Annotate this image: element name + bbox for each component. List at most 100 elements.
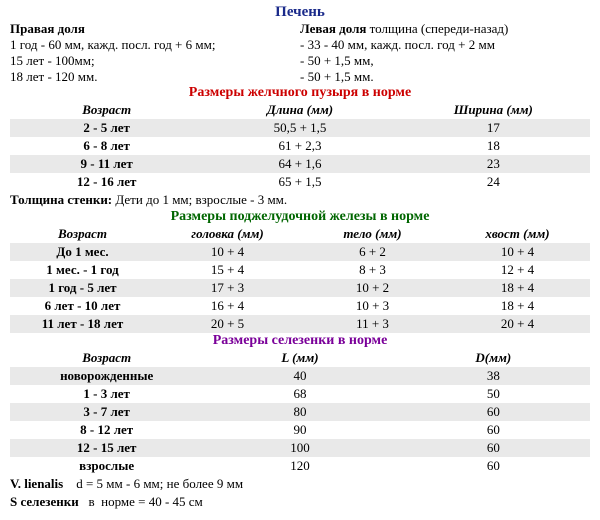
spleen-vein-note: V. lienalis d = 5 мм - 6 мм; не более 9 … bbox=[10, 475, 590, 493]
col-header: D(мм) bbox=[397, 349, 590, 367]
liver-left-header-bold: Левая доля bbox=[300, 21, 366, 36]
cell: 60 bbox=[397, 457, 590, 475]
liver-right-line: 15 лет - 100мм; bbox=[10, 53, 300, 69]
table-header-row: Возраст L (мм) D(мм) bbox=[10, 349, 590, 367]
cell-age: 3 - 7 лет bbox=[10, 403, 203, 421]
liver-left-line: - 50 + 1,5 мм, bbox=[300, 53, 590, 69]
cell: 8 + 3 bbox=[300, 261, 445, 279]
cell: 68 bbox=[203, 385, 396, 403]
gallbladder-table: Возраст Длина (мм) Ширина (мм) 2 - 5 лет… bbox=[10, 101, 590, 191]
cell-age: 12 - 16 лет bbox=[10, 173, 203, 191]
col-header: L (мм) bbox=[203, 349, 396, 367]
col-header: Возраст bbox=[10, 349, 203, 367]
table-row: 9 - 11 лет64 + 1,623 bbox=[10, 155, 590, 173]
liver-left-header: Левая доля толщина (спереди-назад) bbox=[300, 21, 590, 37]
cell: 60 bbox=[397, 403, 590, 421]
cell: 24 bbox=[397, 173, 590, 191]
table-row: 8 - 12 лет9060 bbox=[10, 421, 590, 439]
cell: 90 bbox=[203, 421, 396, 439]
cell: 61 + 2,3 bbox=[203, 137, 396, 155]
table-row: 2 - 5 лет50,5 + 1,517 bbox=[10, 119, 590, 137]
table-header-row: Возраст головка (мм) тело (мм) хвост (мм… bbox=[10, 225, 590, 243]
cell: 60 bbox=[397, 421, 590, 439]
gallbladder-title: Размеры желчного пузыря в норме bbox=[10, 85, 590, 101]
table-row: 6 лет - 10 лет16 + 410 + 318 + 4 bbox=[10, 297, 590, 315]
cell: 40 bbox=[203, 367, 396, 385]
gallbladder-note: Толщина стенки: Дети до 1 мм; взрослые -… bbox=[10, 191, 590, 209]
col-header: хвост (мм) bbox=[445, 225, 590, 243]
cell: 16 + 4 bbox=[155, 297, 300, 315]
cell: 20 + 4 bbox=[445, 315, 590, 333]
table-header-row: Возраст Длина (мм) Ширина (мм) bbox=[10, 101, 590, 119]
cell: 10 + 4 bbox=[155, 243, 300, 261]
table-row: До 1 мес.10 + 46 + 210 + 4 bbox=[10, 243, 590, 261]
cell: 17 + 3 bbox=[155, 279, 300, 297]
cell-age: 8 - 12 лет bbox=[10, 421, 203, 439]
cell: 15 + 4 bbox=[155, 261, 300, 279]
cell-age: 6 лет - 10 лет bbox=[10, 297, 155, 315]
liver-right-line: 1 год - 60 мм, кажд. посл. год + 6 мм; bbox=[10, 37, 300, 53]
gallbladder-note-label: Толщина стенки: bbox=[10, 192, 112, 207]
cell: 50 bbox=[397, 385, 590, 403]
col-header: Длина (мм) bbox=[203, 101, 396, 119]
liver-right-lobe-col: Правая доля 1 год - 60 мм, кажд. посл. г… bbox=[10, 21, 300, 85]
spleen-vein-label: V. lienalis bbox=[10, 476, 63, 491]
cell: 18 bbox=[397, 137, 590, 155]
liver-left-line: - 33 - 40 мм, кажд. посл. год + 2 мм bbox=[300, 37, 590, 53]
spleen-area-label: S селезенки bbox=[10, 494, 79, 509]
cell: 100 bbox=[203, 439, 396, 457]
col-header: Возраст bbox=[10, 225, 155, 243]
cell-age: До 1 мес. bbox=[10, 243, 155, 261]
table-row: 12 - 15 лет10060 bbox=[10, 439, 590, 457]
cell-age: 6 - 8 лет bbox=[10, 137, 203, 155]
cell: 20 + 5 bbox=[155, 315, 300, 333]
cell: 11 + 3 bbox=[300, 315, 445, 333]
spleen-vein-text: d = 5 мм - 6 мм; не более 9 мм bbox=[63, 476, 243, 491]
cell: 18 + 4 bbox=[445, 297, 590, 315]
cell-age: 2 - 5 лет bbox=[10, 119, 203, 137]
cell: 80 bbox=[203, 403, 396, 421]
cell: 60 bbox=[397, 439, 590, 457]
table-row: 12 - 16 лет65 + 1,524 bbox=[10, 173, 590, 191]
liver-right-header: Правая доля bbox=[10, 21, 300, 37]
col-header: головка (мм) bbox=[155, 225, 300, 243]
cell: 10 + 3 bbox=[300, 297, 445, 315]
spleen-area-note: S селезенки в норме = 40 - 45 см bbox=[10, 493, 590, 511]
col-header: Возраст bbox=[10, 101, 203, 119]
col-header: Ширина (мм) bbox=[397, 101, 590, 119]
cell: 12 + 4 bbox=[445, 261, 590, 279]
cell-age: новорожденные bbox=[10, 367, 203, 385]
spleen-table: Возраст L (мм) D(мм) новорожденные4038 1… bbox=[10, 349, 590, 475]
cell-age: 1 - 3 лет bbox=[10, 385, 203, 403]
table-row: 11 лет - 18 лет20 + 511 + 320 + 4 bbox=[10, 315, 590, 333]
table-row: 1 мес. - 1 год15 + 48 + 312 + 4 bbox=[10, 261, 590, 279]
liver-left-line: - 50 + 1,5 мм. bbox=[300, 69, 590, 85]
liver-columns: Правая доля 1 год - 60 мм, кажд. посл. г… bbox=[10, 21, 590, 85]
cell-age: взрослые bbox=[10, 457, 203, 475]
table-row: 6 - 8 лет61 + 2,318 bbox=[10, 137, 590, 155]
cell: 18 + 4 bbox=[445, 279, 590, 297]
pancreas-title: Размеры поджелудочной железы в норме bbox=[10, 209, 590, 225]
table-row: 3 - 7 лет8060 bbox=[10, 403, 590, 421]
spleen-area-text: в норме = 40 - 45 см bbox=[79, 494, 203, 509]
cell-age: 9 - 11 лет bbox=[10, 155, 203, 173]
cell: 23 bbox=[397, 155, 590, 173]
spleen-title: Размеры селезенки в норме bbox=[10, 333, 590, 349]
cell: 38 bbox=[397, 367, 590, 385]
gallbladder-note-text: Дети до 1 мм; взрослые - 3 мм. bbox=[112, 192, 287, 207]
pancreas-table: Возраст головка (мм) тело (мм) хвост (мм… bbox=[10, 225, 590, 333]
cell: 17 bbox=[397, 119, 590, 137]
table-row: 1 - 3 лет6850 bbox=[10, 385, 590, 403]
table-row: взрослые12060 bbox=[10, 457, 590, 475]
cell: 65 + 1,5 bbox=[203, 173, 396, 191]
cell: 50,5 + 1,5 bbox=[203, 119, 396, 137]
cell-age: 12 - 15 лет bbox=[10, 439, 203, 457]
liver-left-header-rest: толщина (спереди-назад) bbox=[366, 21, 508, 36]
cell: 10 + 2 bbox=[300, 279, 445, 297]
cell: 64 + 1,6 bbox=[203, 155, 396, 173]
cell: 120 bbox=[203, 457, 396, 475]
liver-right-line: 18 лет - 120 мм. bbox=[10, 69, 300, 85]
liver-title: Печень bbox=[10, 4, 590, 21]
cell: 10 + 4 bbox=[445, 243, 590, 261]
table-row: 1 год - 5 лет17 + 310 + 218 + 4 bbox=[10, 279, 590, 297]
